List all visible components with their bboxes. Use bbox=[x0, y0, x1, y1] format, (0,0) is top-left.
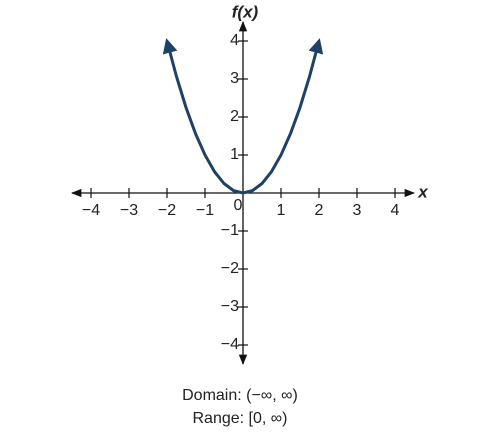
x-tick-label: −1 bbox=[196, 202, 214, 219]
x-tick-label: −2 bbox=[158, 202, 176, 219]
y-tick-label: 2 bbox=[230, 108, 239, 125]
origin-label: 0 bbox=[234, 197, 243, 214]
y-tick-label: 1 bbox=[230, 146, 239, 163]
x-tick-label: 3 bbox=[353, 202, 362, 219]
y-tick-label: 3 bbox=[230, 70, 239, 87]
y-tick-label: −4 bbox=[221, 336, 239, 353]
y-tick-label: −1 bbox=[221, 222, 239, 239]
curve bbox=[162, 38, 324, 195]
y-tick-label: 4 bbox=[230, 32, 239, 49]
y-tick-label: −3 bbox=[221, 298, 239, 315]
range-caption: Range: [0, ∞) bbox=[192, 410, 287, 427]
x-axis-label: x bbox=[417, 182, 429, 201]
y-tick-label: −2 bbox=[221, 260, 239, 277]
x-tick-label: 1 bbox=[277, 202, 286, 219]
domain-caption: Domain: (−∞, ∞) bbox=[182, 387, 298, 404]
y-axis-label: f(x) bbox=[232, 2, 259, 21]
x-tick-label: −4 bbox=[82, 202, 100, 219]
x-tick-label: 4 bbox=[391, 202, 400, 219]
x-tick-label: −3 bbox=[120, 202, 138, 219]
x-tick-label: 2 bbox=[315, 202, 324, 219]
